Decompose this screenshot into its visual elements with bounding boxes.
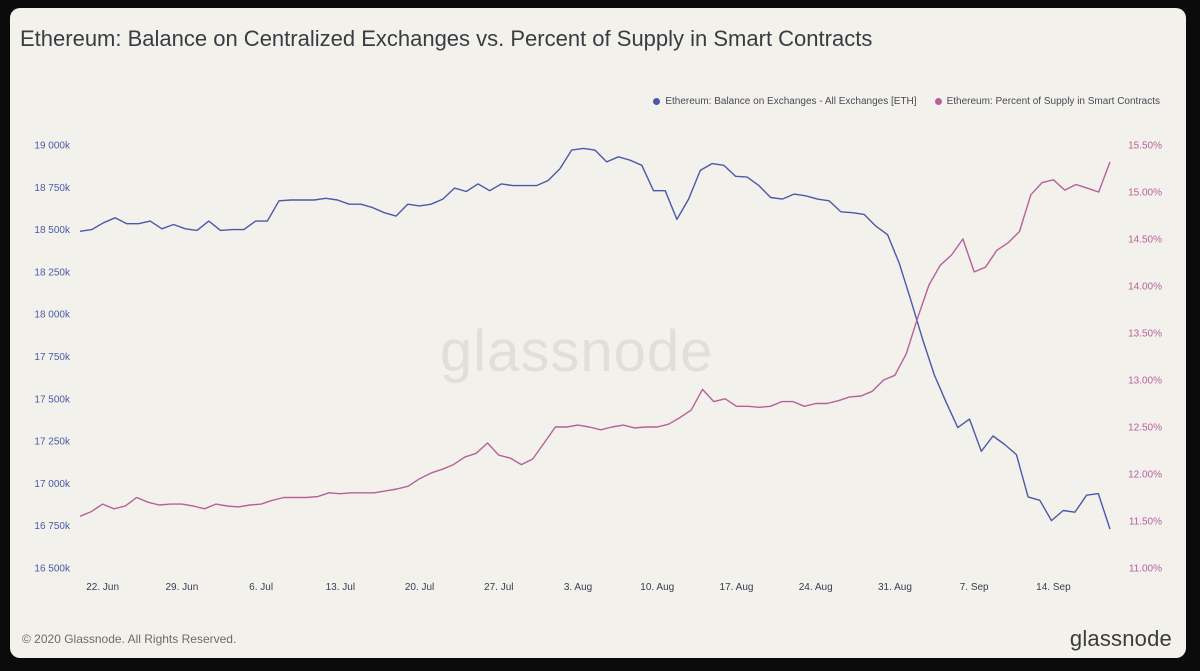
x-axis-tick: 6. Jul <box>249 582 273 593</box>
chart-title: Ethereum: Balance on Centralized Exchang… <box>20 26 873 51</box>
right-axis-tick: 14.00% <box>1128 282 1162 293</box>
right-axis-tick: 14.50% <box>1128 235 1162 246</box>
chart-card: Ethereum: Balance on Centralized Exchang… <box>10 8 1186 658</box>
left-axis-tick: 17 250k <box>34 437 71 448</box>
left-axis-tick: 18 750k <box>34 183 71 194</box>
left-axis-tick: 17 000k <box>34 479 71 490</box>
x-axis-tick: 27. Jul <box>484 582 513 593</box>
x-axis-tick: 20. Jul <box>405 582 434 593</box>
left-axis-tick: 16 750k <box>34 521 71 532</box>
exchange-balance-line <box>79 147 1111 530</box>
x-axis-tick: 29. Jun <box>165 582 198 593</box>
legend-dot-exchange-balance <box>653 98 661 105</box>
x-axis-tick: 7. Sep <box>960 582 989 593</box>
left-axis-tick: 18 250k <box>34 267 71 278</box>
legend-dot-smart-contract-supply <box>934 98 942 105</box>
legend-label-exchange-balance: Ethereum: Balance on Exchanges - All Exc… <box>665 96 917 107</box>
left-axis-tick: 17 500k <box>34 394 71 405</box>
right-axis-tick: 15.50% <box>1128 141 1162 152</box>
legend-label-smart-contract-supply: Ethereum: Percent of Supply in Smart Con… <box>946 96 1160 107</box>
x-axis-tick: 10. Aug <box>640 582 674 593</box>
brand-logo: glassnode <box>1069 626 1172 651</box>
left-axis-tick: 17 750k <box>34 352 71 363</box>
right-axis-tick: 13.00% <box>1128 376 1162 387</box>
x-axis-tick: 3. Aug <box>564 582 592 593</box>
chart-area: 16 500k 16 750k 17 000k 17 250k 17 500k 17 75… <box>34 141 1162 594</box>
x-axis-tick: 14. Sep <box>1036 582 1071 593</box>
x-axis-tick: 13. Jul <box>326 582 355 593</box>
legend-item-smart-contract-supply[interactable]: Ethereum: Percent of Supply in Smart Con… <box>934 96 1160 107</box>
right-axis-tick: 13.50% <box>1128 329 1162 340</box>
left-axis-tick: 19 000k <box>34 141 71 152</box>
right-axis-tick: 11.50% <box>1129 517 1162 528</box>
left-axis-tick: 16 500k <box>34 564 71 575</box>
right-axis-tick: 15.00% <box>1128 188 1162 199</box>
right-axis-tick: 12.50% <box>1128 423 1162 434</box>
left-axis-tick: 18 500k <box>34 225 71 236</box>
x-axis-tick: 22. Jun <box>86 582 119 593</box>
x-axis-tick: 24. Aug <box>799 582 833 593</box>
right-axis-tick: 12.00% <box>1128 470 1162 481</box>
left-axis-tick: 18 000k <box>34 310 71 321</box>
x-axis-tick: 31. Aug <box>878 582 912 593</box>
x-axis-tick: 17. Aug <box>720 582 754 593</box>
smart-contract-supply-line <box>79 161 1111 517</box>
right-axis-tick: 11.00% <box>1129 564 1162 575</box>
legend-item-exchange-balance[interactable]: Ethereum: Balance on Exchanges - All Exc… <box>653 96 917 107</box>
copyright-footer: © 2020 Glassnode. All Rights Reserved. <box>22 632 237 646</box>
legend: Ethereum: Balance on Exchanges - All Exc… <box>653 96 1160 107</box>
